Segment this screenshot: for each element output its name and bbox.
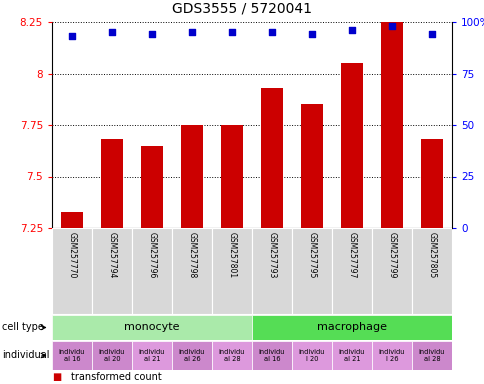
Text: individu
al 28: individu al 28 (218, 349, 245, 362)
Text: individual: individual (2, 351, 50, 361)
Text: GSM257798: GSM257798 (187, 232, 196, 278)
Bar (212, 341, 252, 370)
Bar (371, 341, 411, 370)
Text: transformed count: transformed count (71, 372, 162, 382)
Bar (172, 341, 212, 370)
Bar (340, 63, 362, 228)
Bar (172, 228, 212, 314)
Point (427, 31, 435, 37)
Point (68, 33, 76, 40)
Bar (61, 212, 83, 228)
Bar (380, 22, 402, 228)
Text: GSM257793: GSM257793 (267, 232, 276, 279)
Point (227, 29, 235, 35)
Text: individu
l 26: individu l 26 (378, 349, 404, 362)
Point (108, 29, 116, 35)
Bar (52, 228, 92, 314)
Bar (252, 341, 291, 370)
Bar (291, 341, 332, 370)
Text: individu
al 21: individu al 21 (138, 349, 165, 362)
Bar (52, 315, 252, 340)
Text: ■: ■ (52, 372, 61, 382)
Bar (92, 228, 132, 314)
Bar (301, 104, 322, 228)
Text: individu
al 20: individu al 20 (99, 349, 125, 362)
Point (348, 27, 355, 33)
Bar (221, 125, 242, 228)
Text: GSM257801: GSM257801 (227, 232, 236, 278)
Text: cell type: cell type (2, 323, 44, 333)
Text: GSM257805: GSM257805 (426, 232, 436, 278)
Point (268, 29, 275, 35)
Bar (181, 125, 203, 228)
Point (307, 31, 315, 37)
Text: GSM257799: GSM257799 (387, 232, 396, 279)
Text: GSM257796: GSM257796 (147, 232, 156, 279)
Bar (132, 341, 172, 370)
Text: GSM257797: GSM257797 (347, 232, 356, 279)
Bar (52, 341, 92, 370)
Bar (141, 146, 163, 228)
Text: monocyte: monocyte (124, 323, 180, 333)
Text: GSM257770: GSM257770 (67, 232, 76, 279)
Bar (332, 341, 371, 370)
Bar (411, 341, 451, 370)
Text: GSM257795: GSM257795 (307, 232, 316, 279)
Point (148, 31, 155, 37)
Text: individu
al 16: individu al 16 (258, 349, 285, 362)
Text: GSM257794: GSM257794 (107, 232, 116, 279)
Bar (132, 228, 172, 314)
Text: individu
al 16: individu al 16 (59, 349, 85, 362)
Bar (411, 228, 451, 314)
Point (188, 29, 196, 35)
Bar (371, 228, 411, 314)
Text: individu
al 28: individu al 28 (418, 349, 444, 362)
Text: individu
l 20: individu l 20 (298, 349, 324, 362)
Bar (212, 228, 252, 314)
Point (387, 23, 395, 29)
Bar (252, 228, 291, 314)
Text: individu
al 26: individu al 26 (179, 349, 205, 362)
Bar (92, 341, 132, 370)
Bar (101, 139, 123, 228)
Bar (252, 315, 451, 340)
Bar (291, 228, 332, 314)
Text: individu
al 21: individu al 21 (338, 349, 364, 362)
Bar (420, 139, 442, 228)
Bar (332, 228, 371, 314)
Bar (260, 88, 283, 228)
Text: GDS3555 / 5720041: GDS3555 / 5720041 (172, 2, 312, 16)
Text: macrophage: macrophage (317, 323, 386, 333)
